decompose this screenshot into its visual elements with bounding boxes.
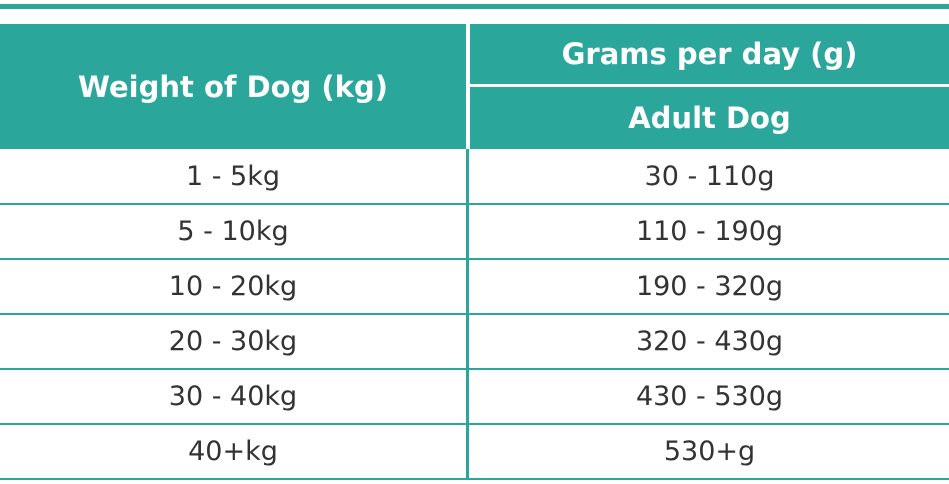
row-line [0,423,949,425]
row-line [0,478,949,480]
top-band [0,4,949,9]
weight-cell: 30 - 40kg [168,381,298,412]
weight-cell: 10 - 20kg [168,271,298,302]
row-line [0,203,949,205]
weight-cell: 40+kg [188,436,278,467]
grams-cell: 430 - 530g [635,381,784,412]
row-line [0,258,949,260]
header-adult: Adult Dog [470,87,949,149]
column-line [466,149,469,480]
header-weight: Weight of Dog (kg) [0,24,466,149]
table-body: 1 - 5kg 30 - 110g 5 - 10kg 110 - 190g 10 - 2… [0,149,949,481]
row-line [0,313,949,315]
weight-cell: 5 - 10kg [177,216,289,247]
grams-cell: 110 - 190g [635,216,784,247]
header-grams: Grams per day (g) [470,24,949,84]
grams-cell: 30 - 110g [644,161,775,192]
row-line [0,368,949,370]
grams-cell: 320 - 430g [635,326,784,357]
weight-cell: 20 - 30kg [168,326,298,357]
grams-cell: 190 - 320g [635,271,784,302]
weight-cell: 1 - 5kg [185,161,281,192]
grams-cell: 530+g [663,436,756,467]
